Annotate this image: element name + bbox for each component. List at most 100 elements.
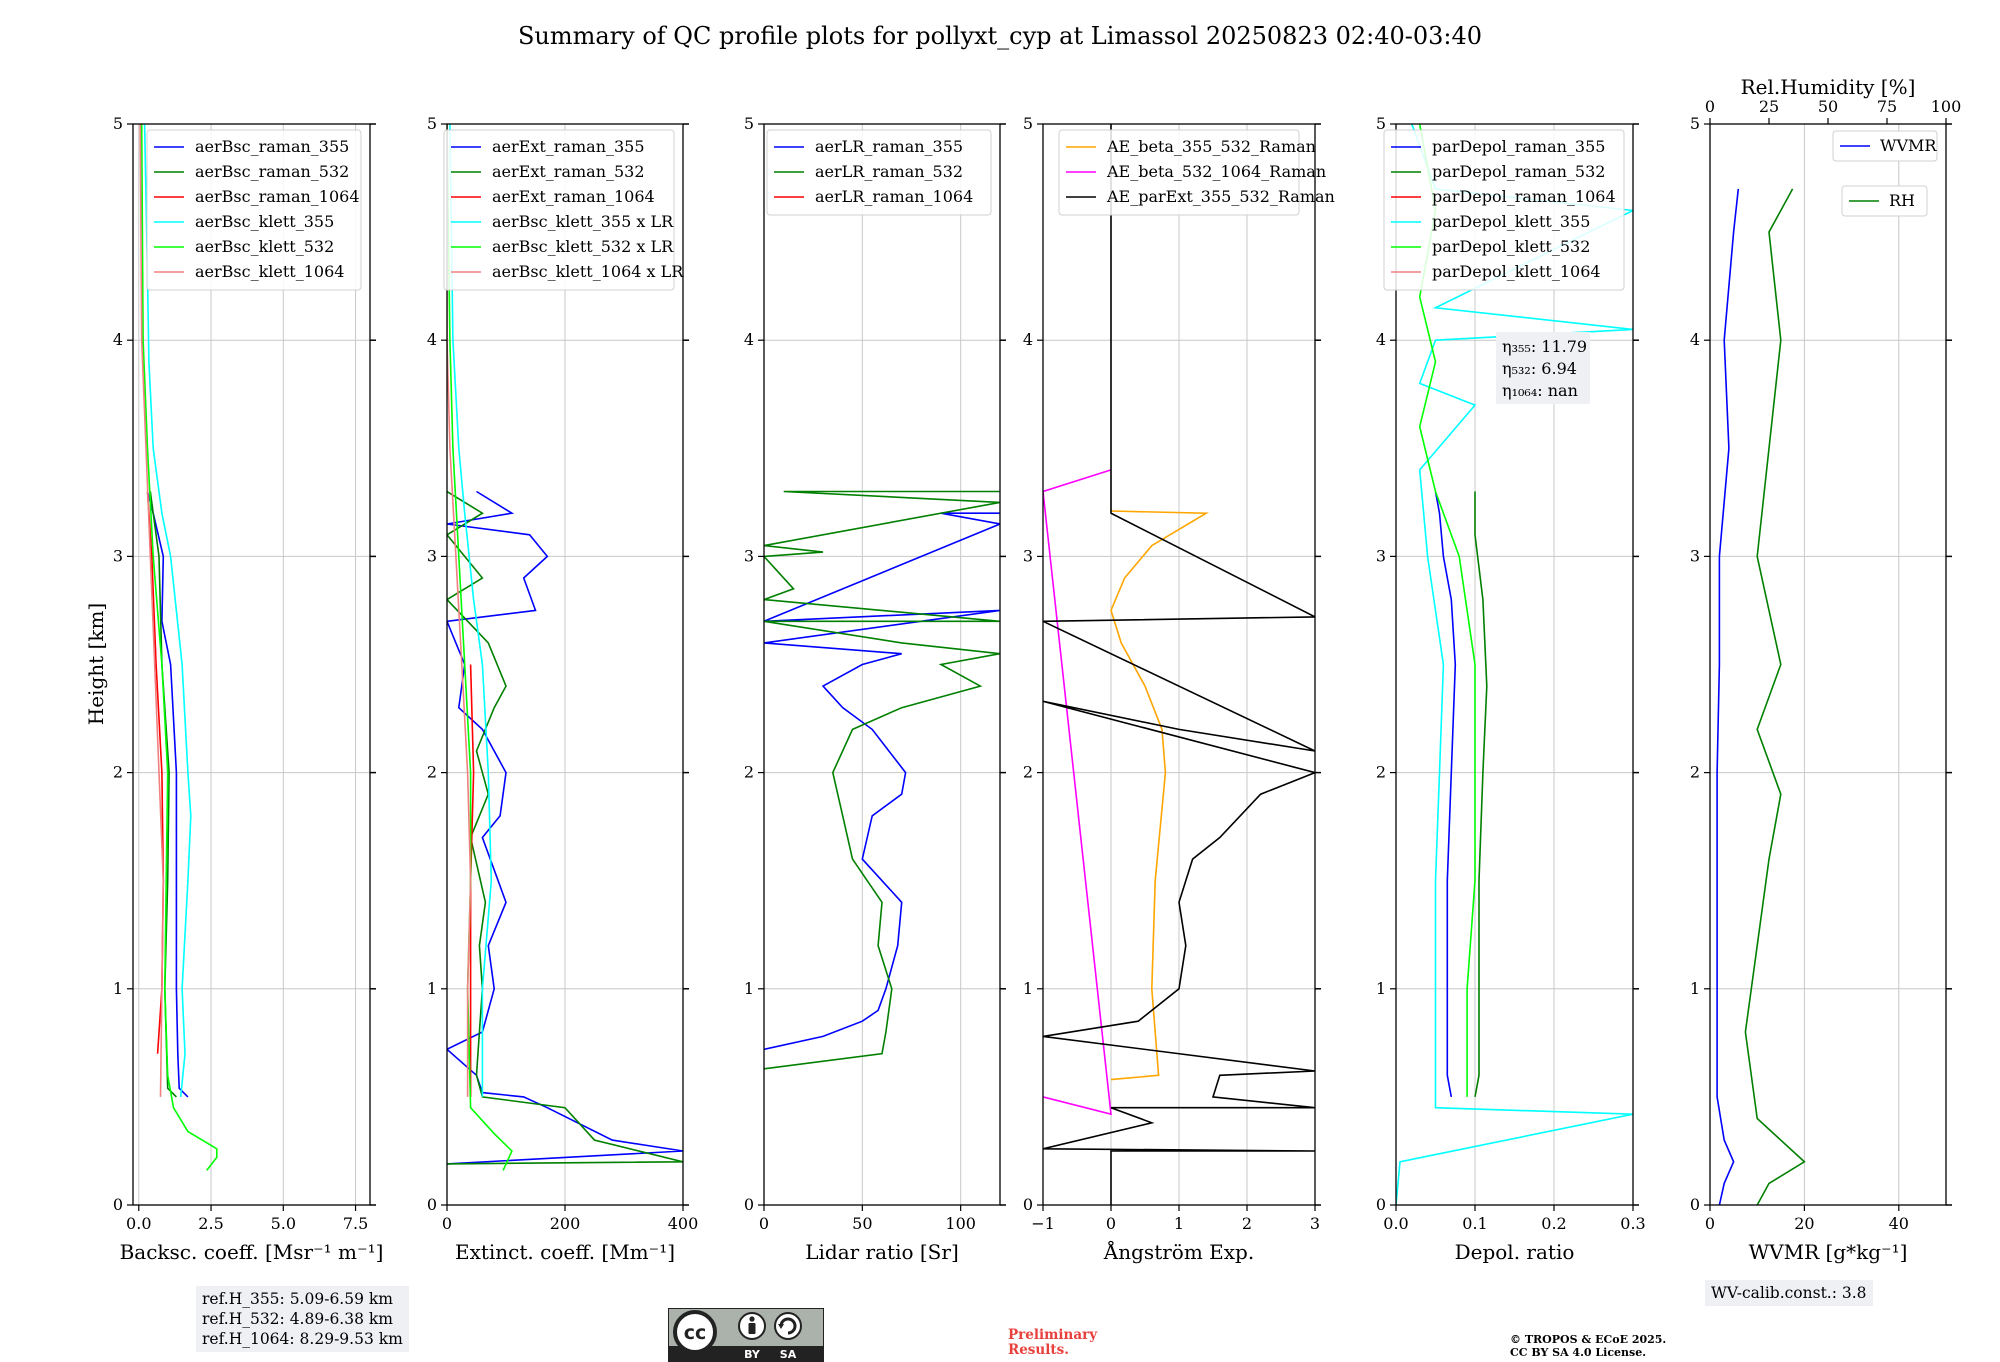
series-line-AE_parExt_355_532_Raman [1043,124,1315,1205]
series-line-aerBsc_klett_355 [143,124,192,1097]
series-line-aerBsc_klett_532 [140,124,218,1171]
x-tick-label: 20 [1794,1214,1814,1233]
preliminary-line-1: Preliminary [1008,1327,1098,1343]
series-line-parDepol_klett_355 [1396,124,1633,1205]
by-logo-text: BY [744,1348,761,1361]
x-tick-label: 200 [550,1214,581,1233]
axes-frame [1709,123,1947,1206]
legend-box [1841,185,1928,217]
legend-label: parDepol_klett_355 [1432,212,1590,231]
legend-label: WVMR [1880,136,1937,155]
top-x-tick-label: 0 [1705,97,1715,116]
refh-355-text: ref.H_355: 5.09-6.59 km [202,1290,393,1308]
legend-label: parDepol_raman_1064 [1432,187,1616,206]
y-tick-label: 4 [427,330,437,349]
y-tick-label: 2 [113,763,123,782]
series-group [1716,188,1806,1205]
y-tick-label: 5 [113,114,123,133]
series-line-aerBsc_klett_355 x LR [449,124,493,1097]
x-axis-label: Ångström Exp. [1103,1239,1254,1264]
x-axis-label: WVMR [g*kg⁻¹] [1749,1240,1908,1264]
y-tick-label: 1 [1690,979,1700,998]
legend: aerLR_raman_355 aerLR_raman_532 aerLR_rama… [766,129,992,216]
series-line-aerLR_raman_532 [764,490,1000,1070]
y-tick-label: 2 [1023,763,1033,782]
y-tick-label: 2 [1690,763,1700,782]
x-tick-label: 40 [1889,1214,1909,1233]
y-tick-label: 5 [427,114,437,133]
annotation-text: η₃₅₅: 11.79 [1502,337,1587,356]
y-tick-label: 4 [744,330,754,349]
x-tick-label: 100 [945,1214,976,1233]
copyright-line-1: © TROPOS & ECoE 2025. [1510,1333,1667,1346]
legend: aerBsc_raman_355 aerBsc_raman_532 aerBsc_r… [146,129,362,291]
legend-label: parDepol_raman_355 [1432,137,1605,156]
legend-label: parDepol_klett_1064 [1432,262,1601,281]
panel-extinction: 0 200 400 0 1 2 3 4 5 Extinct. coeff. [Mm⁻¹] aerEx… [427,114,698,1264]
axes-frame [763,123,1001,1206]
series-group [139,124,218,1171]
y-tick-label: 3 [1690,546,1700,565]
legend-label: aerBsc_raman_1064 [195,187,360,206]
panel-backscatter: 0.0 2.5 5.0 7.5 0 1 2 3 4 5 Backsc. coeff. [Msr⁻¹ … [113,114,384,1264]
copyright-line-2: CC BY SA 4.0 License. [1510,1346,1647,1359]
legend-label: aerBsc_klett_532 x LR [492,237,674,256]
y-tick-label: 4 [1023,330,1033,349]
x-tick-label: 400 [668,1214,699,1233]
series-line-parDepol_raman_355 [1434,491,1457,1098]
series-line-aerBsc_raman_355 [146,491,189,1098]
legend-box [1383,129,1625,291]
annotation-text: η₁₀₆₄: nan [1502,381,1578,400]
legend-box [1832,130,1938,162]
y-tick-label: 3 [113,546,123,565]
y-tick-label: 0 [427,1195,437,1214]
top-x-axis-label: Rel.Humidity [%] [1741,75,1916,99]
legend-box [766,129,992,216]
top-x-tick-label: 25 [1759,97,1779,116]
legend-label: aerExt_raman_532 [492,162,645,181]
panel-water_vapor: 0 20 40 0 1 2 3 4 5 WVMR [g*kg⁻¹] 0 25 50 75 100 Rel.Hu… [1690,75,1961,1264]
y-axis-label: Height [km] [84,603,108,725]
y-tick-label: 2 [744,763,754,782]
top-x-tick-label: 50 [1818,97,1838,116]
series-line-aerBsc_klett_532 x LR [447,124,513,1171]
y-tick-label: 5 [1023,114,1033,133]
series-line-aerBsc_klett_1064 [139,124,165,1097]
sa-logo-text: SA [780,1348,797,1361]
figure-title: Summary of QC profile plots for pollyxt_… [517,22,1483,50]
y-tick-label: 0 [1023,1195,1033,1214]
legend-label: aerExt_raman_355 [492,137,645,156]
y-tick-label: 4 [1376,330,1386,349]
cc-logo-text: cc [684,1322,707,1344]
annotation-box [1496,332,1590,404]
y-tick-label: 1 [1023,979,1033,998]
x-tick-label: 2 [1242,1214,1252,1233]
panel-lidar_ratio: 0 50 100 0 1 2 3 4 5 Lidar ratio [Sr] aerLR_raman_… [744,114,1006,1264]
legend-label: aerBsc_klett_532 [195,237,334,256]
legend-label: aerExt_raman_1064 [492,187,655,206]
legend-label: aerBsc_klett_1064 x LR [492,262,684,281]
x-tick-label: 0 [1106,1214,1116,1233]
legend-label: parDepol_klett_532 [1432,237,1590,256]
panel-depolarization: 0.0 0.1 0.2 0.3 0 1 2 3 4 5 Depol. ratio parDepol_r… [1376,114,1646,1264]
y-tick-label: 0 [744,1195,754,1214]
y-tick-label: 5 [1376,114,1386,133]
series-line-aerLR_raman_355 [764,512,1000,1051]
legend-label: aerLR_raman_532 [815,162,963,181]
y-tick-label: 1 [427,979,437,998]
series-group [764,490,1000,1070]
x-axis-label: Depol. ratio [1455,1240,1575,1264]
y-tick-label: 3 [1023,546,1033,565]
y-tick-label: 5 [744,114,754,133]
legend-label: aerLR_raman_1064 [815,187,973,206]
x-tick-label: 0.0 [126,1214,151,1233]
legend-label: AE_beta_355_532_Raman [1106,137,1316,156]
top-x-tick-label: 75 [1877,97,1897,116]
legend-label: aerBsc_klett_355 [195,212,334,231]
series-line-parDepol_raman_532 [1474,491,1488,1098]
x-tick-label: 2.5 [198,1214,223,1233]
y-tick-label: 3 [744,546,754,565]
y-tick-label: 3 [427,546,437,565]
x-axis-label: Lidar ratio [Sr] [805,1240,959,1264]
